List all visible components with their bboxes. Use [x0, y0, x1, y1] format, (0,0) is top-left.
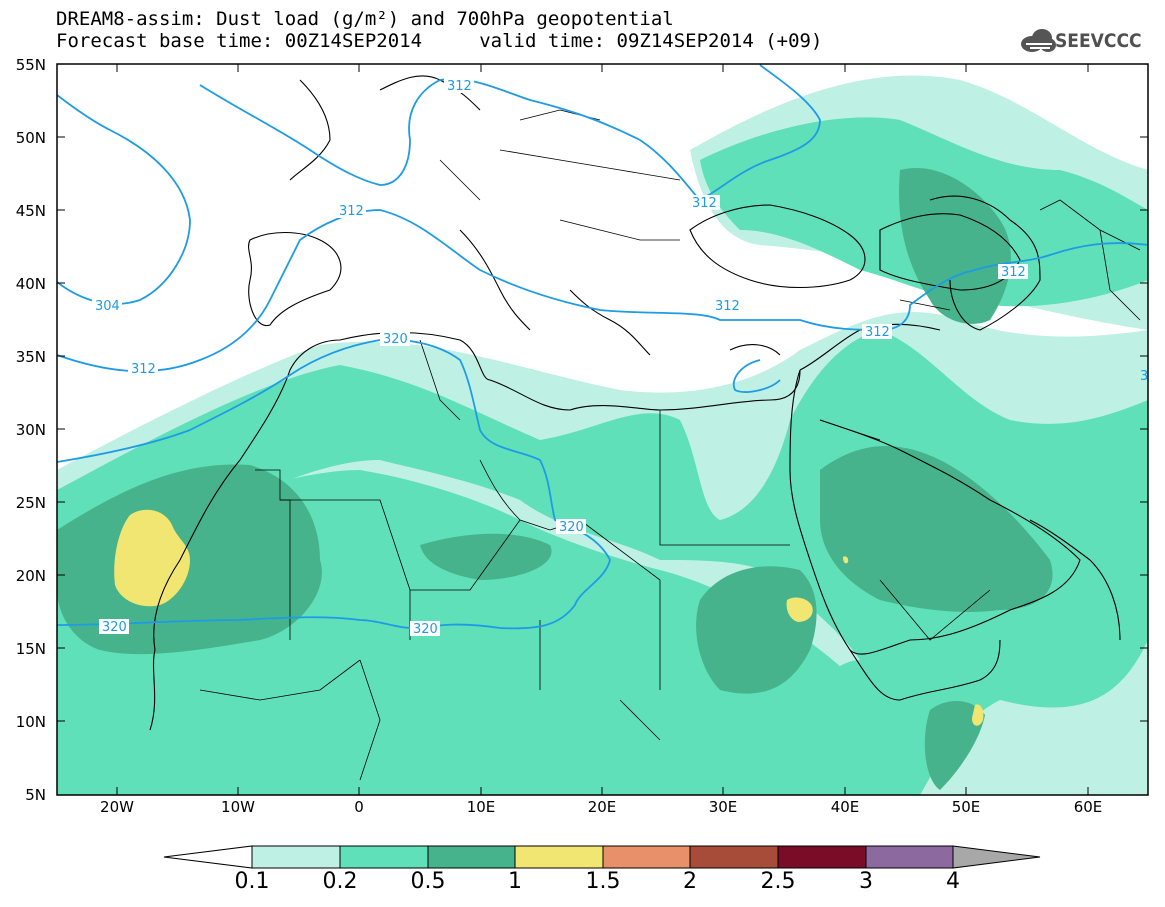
lat-label: 5N: [25, 786, 46, 804]
lat-label: 35N: [15, 348, 46, 366]
lat-label: 20N: [15, 567, 46, 585]
contour-label: 3: [1140, 369, 1148, 384]
colorbar-bin: [777, 845, 867, 869]
colorbar-bin: [339, 845, 429, 869]
colorbar-bin: [865, 845, 954, 869]
colorbar-label: 0.2: [322, 869, 358, 894]
colorbar-bin: [251, 845, 341, 869]
forecast-times: Forecast base time: 00Z14SEP2014 valid t…: [56, 30, 823, 52]
lon-label: 20E: [587, 798, 617, 816]
lat-label: 50N: [15, 129, 46, 147]
colorbar-low-arrow: [163, 845, 253, 869]
lon-label: 0: [354, 798, 364, 816]
contour-label: 312: [131, 362, 156, 377]
logo-text: SEEVCCC: [1055, 30, 1142, 52]
dust-level-1: [114, 509, 984, 726]
contour-label: 312: [865, 325, 890, 340]
colorbar-label: 1.5: [585, 869, 621, 894]
contour-labels: 312 312 312 304 312 312 320 312 320 320 …: [92, 78, 1148, 637]
colorbar-label: 2: [683, 869, 697, 894]
lon-label: 10W: [221, 798, 255, 816]
contour-label: 320: [383, 332, 408, 347]
geopotential-contours: [57, 64, 1148, 630]
contour-label: 312: [1001, 265, 1026, 280]
colorbar-high-arrow: [952, 845, 1041, 869]
country-borders: [199, 109, 1141, 781]
contour-label: 304: [95, 299, 120, 314]
lat-label: 10N: [15, 713, 46, 731]
axis-ticks: [57, 63, 1148, 796]
contour-label: 312: [339, 204, 364, 219]
colorbar-label: 4: [946, 869, 960, 894]
lon-label: 60E: [1073, 798, 1103, 816]
lat-label: 25N: [15, 494, 46, 512]
cloud-icon: [1021, 29, 1056, 52]
colorbar-label: 0.5: [410, 869, 446, 894]
contour-label: 320: [102, 620, 127, 635]
lat-label: 40N: [15, 275, 46, 293]
lon-label: 10E: [466, 798, 496, 816]
lon-label: 30E: [708, 798, 738, 816]
colorbar-bin: [514, 845, 604, 869]
lon-label: 20W: [100, 798, 134, 816]
colorbar-bin: [689, 845, 779, 869]
contour-label: 312: [715, 299, 740, 314]
lat-label: 55N: [15, 56, 46, 74]
map-title: DREAM8-assim: Dust load (g/m²) and 700hP…: [56, 8, 674, 30]
lat-label: 30N: [15, 421, 46, 439]
lat-label: 15N: [15, 640, 46, 658]
lon-label: 40E: [830, 798, 860, 816]
lat-label: 45N: [15, 202, 46, 220]
contour-label: 312: [692, 196, 717, 211]
colorbar-label: 0.1: [234, 869, 270, 894]
lon-label: 50E: [951, 798, 981, 816]
colorbar-label: 2.5: [760, 869, 796, 894]
colorbar-label: 3: [859, 869, 873, 894]
contour-label: 320: [559, 520, 584, 535]
contour-label: 320: [413, 622, 438, 637]
colorbar-bin: [602, 845, 691, 869]
colorbar-label: 1: [508, 869, 522, 894]
colorbar-bin: [427, 845, 516, 869]
contour-label: 312: [447, 79, 472, 94]
